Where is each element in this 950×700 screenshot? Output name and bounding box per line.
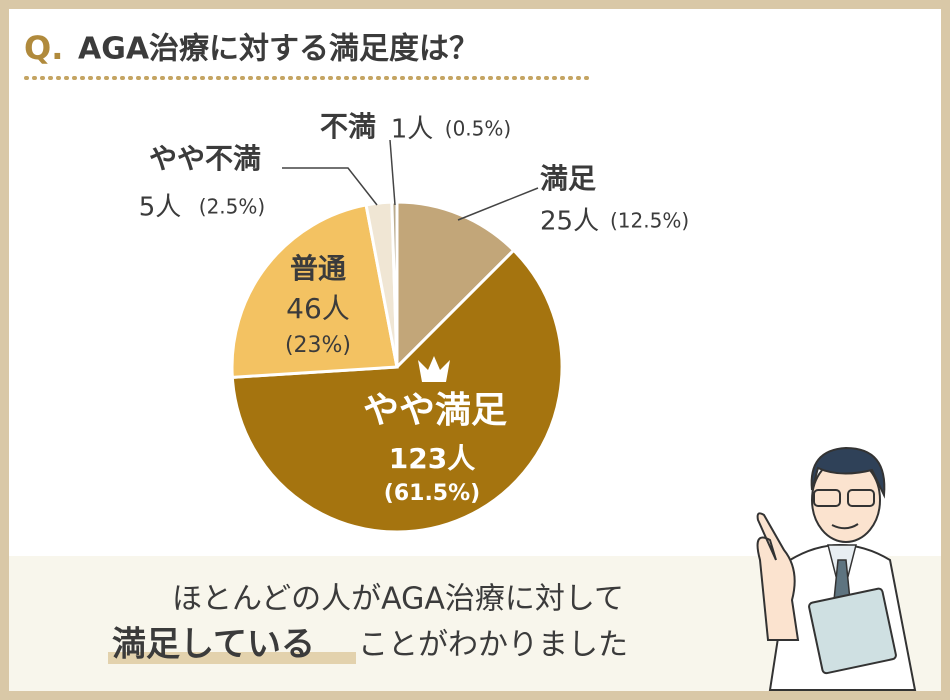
value-label: (2.5%): [199, 195, 265, 219]
pie-slice: [230, 203, 399, 379]
count-label: 46人: [286, 292, 350, 325]
pie-slice: [230, 248, 564, 534]
value-label: (23%): [285, 333, 351, 358]
count-label: 1人: [391, 115, 434, 145]
slice-label: やや不満: [149, 142, 261, 175]
chart-title: AGA治療に対する満足度は？: [78, 32, 479, 67]
slice-label: 満足: [540, 162, 596, 195]
footer-rest: ことがわかりました: [358, 628, 628, 663]
count-label: 5人: [139, 193, 182, 223]
pie: [230, 200, 564, 534]
value-label: (12.5%): [610, 209, 689, 233]
leader-lines: [282, 139, 539, 221]
footer-emphasis: 満足している: [112, 625, 315, 665]
slice-label: 不満: [320, 110, 376, 143]
value-label: (61.5%): [384, 481, 480, 506]
crown-icon: [418, 356, 450, 382]
footer-line: ほとんどの人がAGA治療に対して: [172, 582, 624, 617]
value-label: (0.5%): [445, 117, 511, 141]
pie-slice: [395, 200, 516, 371]
count-label: 25人: [540, 207, 599, 237]
title-prefix: Q.: [24, 29, 63, 67]
emphasis-highlight: [108, 652, 356, 664]
slice-label: 普通: [290, 252, 346, 285]
count-label: 123人: [389, 442, 475, 475]
doctor-illustration: [756, 446, 917, 691]
slice-label: やや満足: [363, 390, 507, 431]
